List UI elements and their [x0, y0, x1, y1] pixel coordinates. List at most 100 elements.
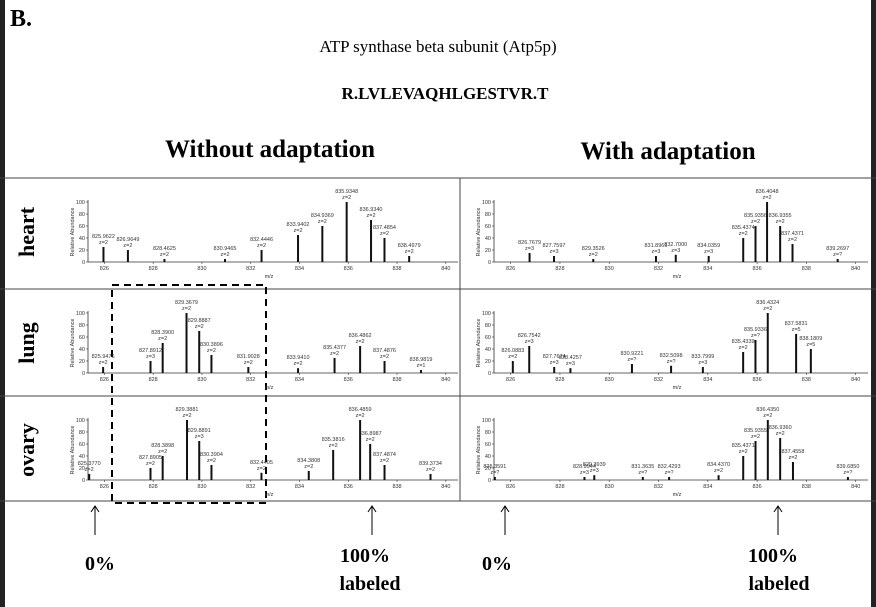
row-label: ovary [14, 423, 39, 477]
peak-mz: 837.4371 [781, 231, 804, 237]
peak [511, 361, 514, 373]
peak-mz: 834.4370 [707, 462, 730, 468]
peak-charge: z=3 [590, 468, 599, 474]
peak [345, 202, 348, 262]
x-tick-label: 840 [441, 266, 450, 272]
title: ATP synthase beta subunit (Atp5p) [319, 37, 556, 56]
x-tick-label: 830 [197, 377, 206, 383]
y-tick-label: 0 [488, 478, 491, 484]
y-tick-label: 0 [488, 371, 491, 377]
x-tick-label: 828 [149, 377, 158, 383]
x-tick-label: 828 [555, 266, 564, 272]
peak [795, 334, 798, 373]
peak-mz: 827.8912 [139, 348, 162, 354]
peak [674, 254, 677, 262]
peak [161, 456, 164, 480]
peak [126, 250, 129, 262]
y-axis-label: Relative Abundance [70, 208, 76, 257]
peak-charge: z=2 [195, 324, 204, 330]
peak [809, 349, 812, 373]
peak-charge: z=2 [160, 252, 169, 258]
peak-mz: 826.9649 [116, 237, 139, 243]
peak-mz: 835.4371 [732, 443, 755, 449]
peak-mz: 836.4324 [756, 300, 779, 306]
x-tick-label: 828 [555, 377, 564, 383]
peak [754, 340, 757, 373]
peak-charge: z=2 [146, 461, 155, 467]
peak [186, 420, 189, 480]
x-tick-label: 836 [753, 377, 762, 383]
peak-charge: z=2 [788, 455, 797, 461]
peak-mz: 829.3881 [176, 407, 199, 413]
y-tick-label: 80 [79, 212, 85, 218]
y-tick-label: 20 [485, 466, 491, 472]
peak [668, 477, 671, 480]
peak-charge: z=2 [763, 195, 772, 201]
peak-charge: z=2 [318, 219, 327, 225]
peak [383, 465, 386, 480]
peak-charge: z=2 [739, 231, 748, 237]
peak-mz: 835.9355 [744, 428, 767, 434]
peak-charge: z=1 [416, 363, 425, 369]
x-tick-label: 834 [703, 377, 712, 383]
peak [359, 346, 362, 373]
peak [742, 238, 745, 262]
y-tick-label: 40 [79, 454, 85, 460]
peak [717, 475, 720, 480]
peak [836, 259, 839, 262]
peak [754, 226, 757, 262]
peak-charge: z=2 [294, 228, 303, 234]
x-tick-label: 836 [344, 266, 353, 272]
peak-mz: 836.4048 [756, 189, 779, 195]
peak-mz: 829.3526 [582, 246, 605, 252]
y-tick-label: 20 [485, 248, 491, 254]
y-tick-label: 0 [82, 371, 85, 377]
x-axis-label: m/z [673, 274, 682, 280]
x-tick-label: 838 [392, 377, 401, 383]
peak [553, 256, 556, 262]
peptide: R.LVLEVAQHLGESTVR.T [342, 84, 550, 103]
peak-charge: z=2 [751, 434, 760, 440]
x-tick-label: 838 [802, 377, 811, 383]
peak-mz: 825.9476 [92, 354, 115, 360]
peak-charge: z=2 [182, 413, 191, 419]
x-tick-label: 834 [295, 377, 304, 383]
y-axis-label: Relative Abundance [70, 426, 76, 475]
peak-charge: z=2 [356, 339, 365, 345]
x-tick-label: 826 [506, 484, 515, 490]
peak [163, 259, 166, 262]
peak-mz: 836.4350 [756, 407, 779, 413]
peak-charge: z=2 [356, 413, 365, 419]
y-tick-label: 40 [485, 347, 491, 353]
x-tick-label: 834 [703, 266, 712, 272]
y-tick-label: 40 [79, 236, 85, 242]
peak-charge: z=2 [788, 237, 797, 243]
peak-mz: 833.9402 [287, 222, 310, 228]
peak [185, 313, 188, 373]
peak-charge: z=2 [380, 458, 389, 464]
peak [429, 474, 432, 480]
peak-mz: 835.4374 [732, 225, 755, 231]
peak-charge: z=2 [380, 231, 389, 237]
y-tick-label: 100 [482, 200, 491, 206]
peak-mz: 830.9465 [214, 246, 237, 252]
peak-mz: 828.3900 [151, 330, 174, 336]
y-tick-label: 20 [79, 359, 85, 365]
peak [370, 220, 373, 262]
x-tick-label: 826 [100, 484, 109, 490]
peak-charge: z=2 [751, 219, 760, 225]
arrows [90, 505, 783, 535]
y-tick-label: 60 [79, 335, 85, 341]
peak-charge: z=2 [294, 361, 303, 367]
peak [149, 468, 152, 480]
peak [583, 477, 586, 480]
x-axis-label: m/z [673, 492, 682, 498]
x-tick-label: 840 [441, 377, 450, 383]
peak [701, 367, 704, 373]
peak-mz: 835.4339 [732, 339, 755, 345]
x-tick-label: 828 [149, 484, 158, 490]
peak [369, 444, 372, 480]
peak [791, 462, 794, 480]
peak [332, 450, 335, 480]
